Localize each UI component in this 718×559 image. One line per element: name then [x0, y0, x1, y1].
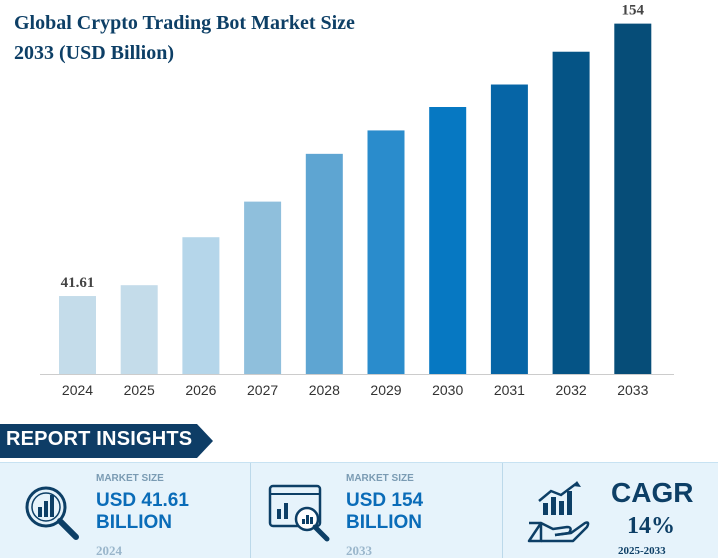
cagr-period: 2025-2033: [618, 545, 666, 557]
chart-title: Global Crypto Trading Bot Market Size 20…: [14, 8, 454, 68]
x-tick-label: 2030: [432, 382, 463, 398]
x-tick-label: 2033: [617, 382, 648, 398]
x-tick-label: 2026: [185, 382, 216, 398]
x-tick-label: 2024: [62, 382, 93, 398]
cagr-value: 14%: [627, 513, 675, 539]
cagr-card: CAGR 14% 2025-2033: [503, 463, 718, 558]
report-insights-banner: REPORT INSIGHTS: [0, 424, 213, 458]
market-size-value-2024: USD 41.61 BILLION: [96, 490, 246, 534]
market-size-label: MARKET SIZE: [346, 473, 414, 484]
card-divider: [250, 463, 251, 558]
x-tick-label: 2031: [494, 382, 525, 398]
x-tick-label: 2032: [556, 382, 587, 398]
bar-chart: 2024 2025 2026 2027 2028 2029 2030 2031 2032 2033…: [40, 3, 674, 398]
market-size-value-line2: BILLION: [96, 512, 172, 533]
report-insights-heading: REPORT INSIGHTS: [6, 428, 193, 450]
card-divider: [502, 463, 503, 558]
insights-panel: MARKET SIZE USD 41.61 BILLION 2024 MARKE…: [0, 462, 718, 558]
magnifier-bar-chart-icon: [25, 486, 79, 540]
market-size-year: 2033: [346, 543, 372, 558]
data-label: 154: [622, 3, 645, 19]
analytics-dashboard-icon: [268, 484, 330, 542]
chart-title-line-2: 2033 (USD Billion): [14, 42, 175, 64]
bar-2026: [182, 237, 220, 374]
bar-2033: [614, 23, 652, 374]
x-tick-label: 2025: [124, 382, 155, 398]
x-tick-label: 2028: [309, 382, 340, 398]
bar-2029: [367, 130, 405, 374]
data-label: 41.61: [61, 275, 95, 291]
bar-2025: [120, 285, 158, 374]
bar-2032: [552, 51, 590, 374]
market-size-year: 2024: [96, 543, 122, 558]
bar-2031: [490, 84, 528, 374]
market-size-value-2033: USD 154 BILLION: [346, 490, 496, 534]
market-size-value-line2: BILLION: [346, 512, 422, 533]
hand-growth-chart-icon: [527, 481, 590, 543]
market-size-value-line1: USD 154: [346, 490, 424, 511]
bar-2024: [59, 296, 96, 374]
market-size-label: MARKET SIZE: [96, 473, 164, 484]
bar-2028: [305, 153, 343, 374]
chart-title-line-1: Global Crypto Trading Bot Market Size: [14, 12, 355, 34]
bar-2027: [244, 201, 282, 374]
cagr-title: CAGR: [611, 477, 694, 508]
market-size-2024-card: MARKET SIZE USD 41.61 BILLION 2024: [0, 463, 250, 558]
market-size-2033-card: MARKET SIZE USD 154 BILLION 2033: [251, 463, 501, 558]
market-size-value-line1: USD 41.61: [96, 490, 189, 511]
x-tick-label: 2027: [247, 382, 278, 398]
bar-2030: [429, 107, 467, 374]
x-tick-label: 2029: [370, 382, 401, 398]
